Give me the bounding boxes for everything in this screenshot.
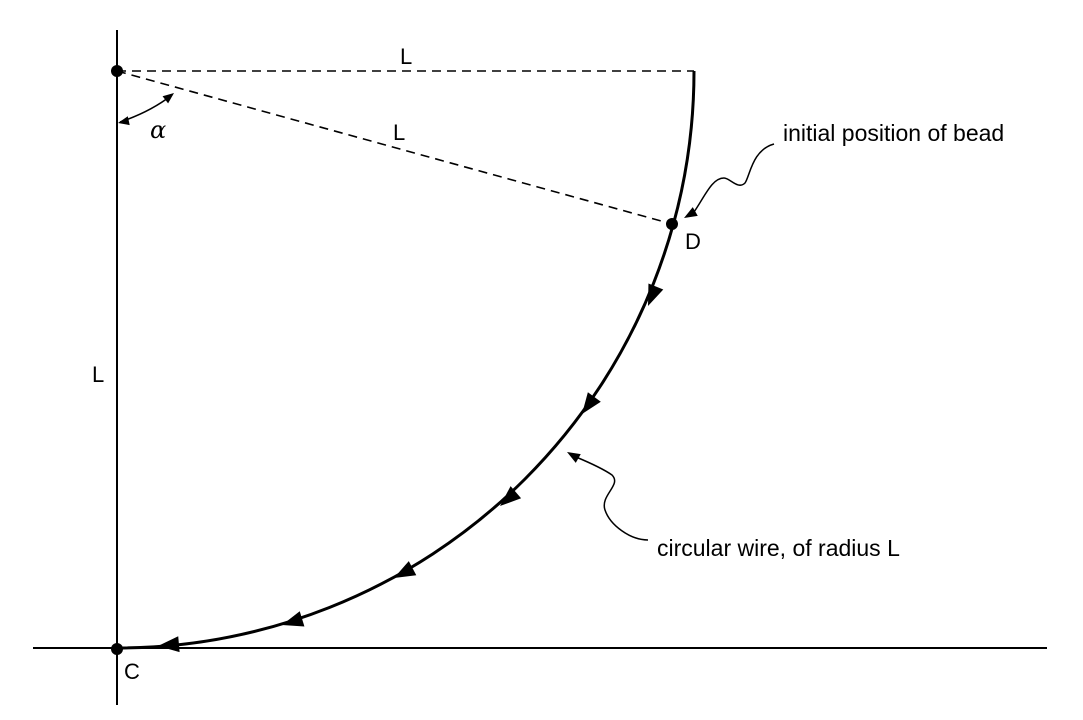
angle-arc-arrow-left <box>118 116 130 126</box>
angle-alpha-label: α <box>150 116 166 144</box>
point-d-label: D <box>685 229 701 254</box>
slant-dashed-radius <box>116 70 673 225</box>
wire-arrow-3 <box>500 486 522 506</box>
top-radius-label: L <box>400 44 412 69</box>
circular-wire <box>116 70 696 650</box>
wire-leader-line <box>575 456 649 541</box>
wire-arrow-2 <box>582 392 601 414</box>
wire-annotation: circular wire, of radius L <box>657 535 900 561</box>
angle-arc-arrow-right <box>162 93 174 104</box>
point-c-dot <box>111 643 123 655</box>
wire-leader-arrow <box>567 452 581 463</box>
wire-arrow-6 <box>158 636 180 653</box>
point-d-dot <box>666 218 678 230</box>
wire-arrow-4 <box>394 561 417 578</box>
bead-leader-line <box>693 143 775 213</box>
slant-radius-label: L <box>393 120 405 145</box>
bead-annotation: initial position of bead <box>783 120 1004 146</box>
wire-arrow-5 <box>282 611 305 627</box>
pivot-point <box>111 65 123 77</box>
point-c-label: C <box>124 659 140 684</box>
vertical-length-label: L <box>92 362 104 387</box>
wire-arrow-1 <box>648 283 664 306</box>
bead-leader-arrow <box>684 207 698 218</box>
